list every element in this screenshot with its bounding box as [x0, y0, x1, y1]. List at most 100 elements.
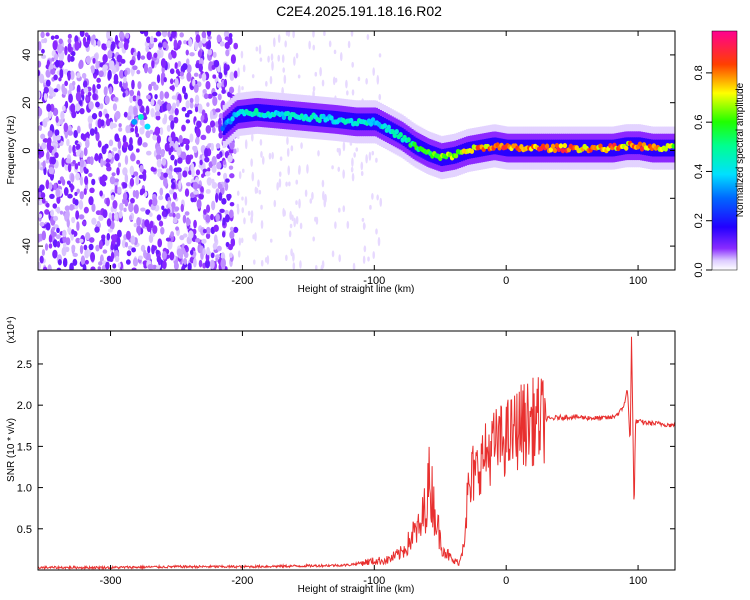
y-tick-label: 20: [21, 97, 33, 109]
noise-speck: [101, 234, 106, 240]
noise-speck: [76, 125, 81, 134]
noise-speck: [170, 231, 175, 238]
noise-speck: [338, 254, 341, 263]
noise-speck: [216, 161, 222, 170]
noise-speck: [203, 93, 209, 100]
noise-speck: [222, 217, 226, 226]
noise-speck: [76, 143, 81, 150]
y-tick-label: 1.5: [17, 441, 32, 453]
ridge-cell: [406, 137, 411, 143]
noise-speck: [92, 83, 96, 94]
noise-speck: [156, 50, 162, 59]
noise-speck: [346, 90, 349, 96]
noise-speck: [114, 153, 120, 162]
noise-speck: [55, 115, 59, 123]
noise-speck: [52, 239, 58, 248]
noise-speck: [150, 107, 155, 118]
noise-speck: [283, 209, 286, 217]
noise-speck: [76, 221, 80, 232]
noise-speck: [65, 237, 71, 246]
noise-speck: [89, 128, 95, 136]
noise-speck: [81, 220, 87, 226]
noise-speck: [79, 107, 85, 115]
noise-speck: [38, 60, 42, 68]
noise-speck: [223, 31, 230, 38]
noise-speck: [66, 218, 70, 228]
colorbar-tick-label: 0.2: [693, 213, 705, 228]
noise-speck: [102, 249, 108, 254]
noise-speck: [158, 220, 164, 227]
ridge-cell: [285, 110, 291, 117]
noise-speck: [201, 109, 206, 116]
noise-speck: [156, 145, 162, 155]
noise-speck: [178, 180, 182, 190]
noise-speck: [171, 201, 176, 209]
noise-speck: [218, 192, 223, 201]
noise-speck: [339, 52, 343, 62]
noise-speck: [295, 52, 299, 59]
chart-title: C2E4.2025.191.18.16.R02: [276, 3, 442, 19]
noise-speck: [95, 244, 100, 252]
ridge-cell: [394, 128, 399, 135]
noise-speck: [168, 212, 173, 217]
colorbar-label: Normalized spectral amplitude: [735, 82, 746, 217]
noise-speck: [198, 63, 203, 73]
noise-speck: [192, 228, 197, 235]
noise-speck: [53, 74, 58, 81]
noise-speck: [40, 192, 46, 199]
noise-speck: [205, 188, 211, 194]
noise-speck: [332, 76, 336, 86]
noise-speck: [285, 31, 289, 36]
noise-speck: [171, 181, 176, 189]
noise-speck: [43, 266, 48, 270]
noise-speck: [75, 103, 81, 112]
noise-speck: [322, 190, 325, 201]
noise-speck: [95, 68, 99, 76]
y-tick-label: 0: [21, 147, 33, 153]
noise-speck: [45, 32, 50, 37]
noise-speck: [80, 255, 86, 266]
noise-speck: [196, 199, 202, 209]
snr-axes: -300 -200 -100 0 100 0.5 1.0 1.5 2.0 2.5: [17, 331, 675, 587]
noise-speck: [85, 232, 91, 241]
noise-speck: [163, 172, 168, 178]
noise-speck: [197, 103, 203, 114]
noise-speck: [184, 138, 189, 145]
noise-speck: [363, 223, 366, 229]
noise-speck: [134, 125, 138, 135]
noise-speck: [57, 259, 62, 266]
noise-speck: [108, 86, 113, 95]
noise-speck: [286, 147, 290, 157]
noise-speck: [80, 133, 85, 140]
noise-speck: [372, 67, 375, 76]
ridge-cell: [382, 123, 388, 129]
colorbar-tick-label: 0.0: [693, 262, 705, 277]
noise-speck: [175, 212, 181, 220]
noise-speck: [71, 51, 76, 57]
noise-speck: [176, 99, 180, 107]
noise-speck: [112, 103, 118, 112]
noise-speck: [155, 115, 161, 121]
noise-speck: [347, 40, 351, 49]
noise-speck: [79, 238, 84, 243]
noise-speck: [118, 69, 125, 79]
x-tick-label: 100: [629, 575, 647, 587]
noise-speck: [129, 177, 135, 187]
noise-speck: [155, 249, 160, 255]
noise-speck: [233, 148, 237, 155]
noise-speck: [224, 36, 230, 41]
noise-speck: [163, 77, 167, 83]
noise-speck: [186, 71, 192, 82]
noise-speck: [186, 218, 191, 226]
noise-speck: [84, 132, 91, 138]
noise-speck: [306, 164, 309, 174]
noise-speck: [151, 244, 155, 255]
noise-speck: [367, 256, 370, 262]
noise-speck: [105, 118, 111, 127]
noise-speck: [71, 216, 76, 224]
noise-speck: [43, 37, 48, 44]
noise-speck: [233, 70, 238, 79]
noise-speck: [159, 187, 164, 196]
ridge-cell: [671, 143, 675, 149]
noise-speck: [271, 152, 274, 160]
